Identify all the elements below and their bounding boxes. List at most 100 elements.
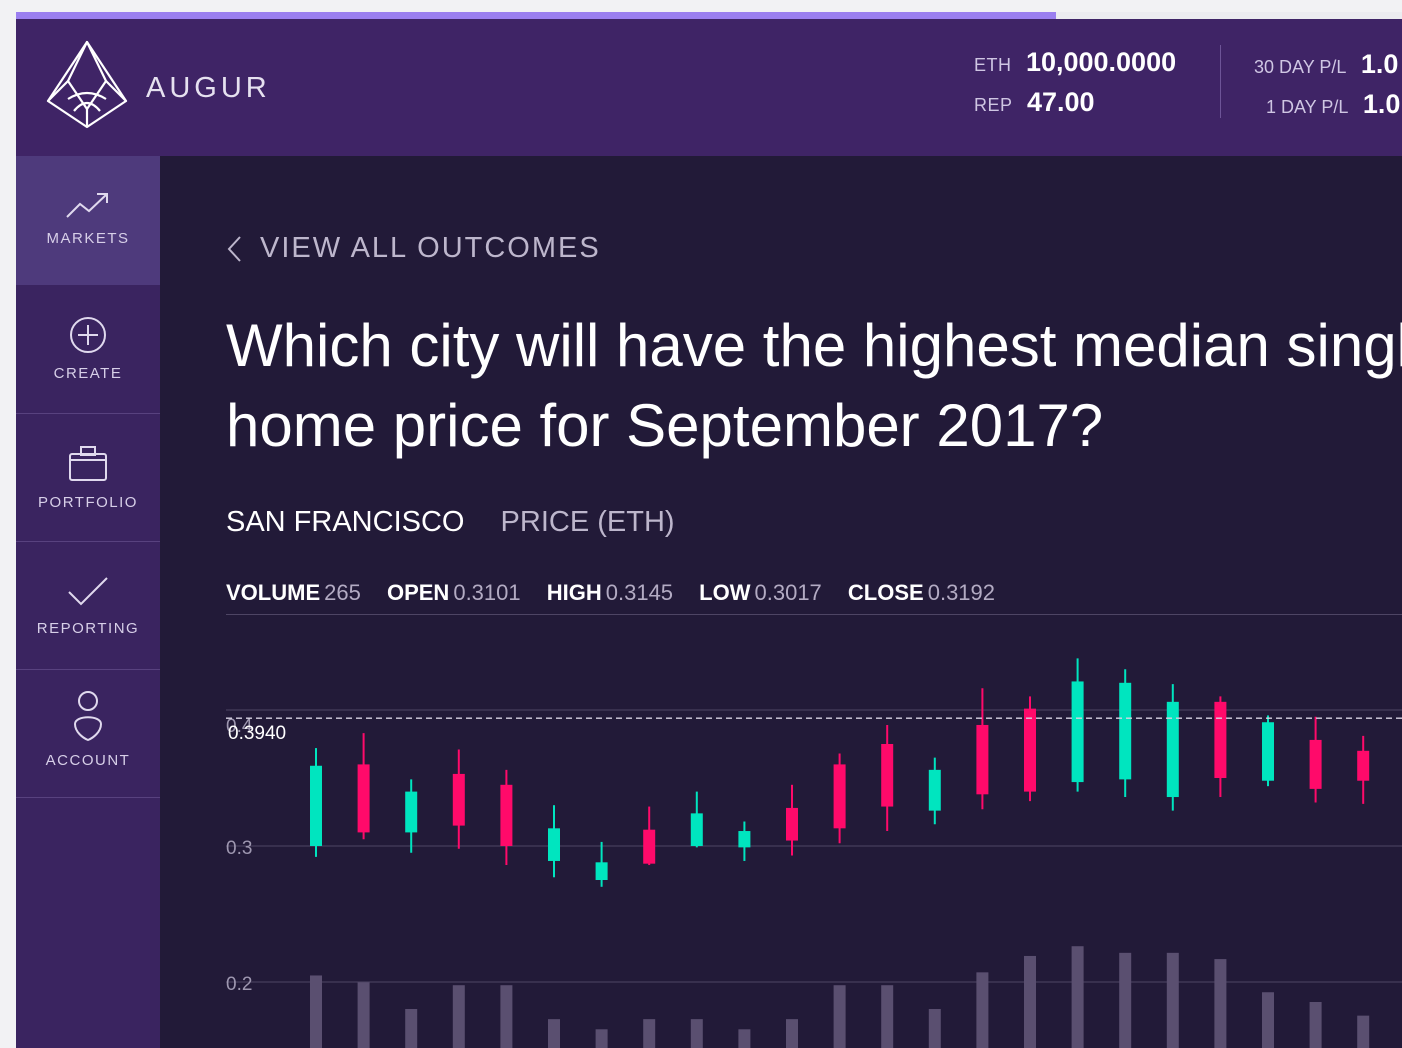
sidebar-item-markets[interactable]: MARKETS: [16, 156, 160, 285]
eth-balance-value: 10,000.0000: [1025, 47, 1177, 77]
volume-bar: [976, 972, 989, 1048]
volume-bar: [643, 1019, 656, 1048]
price-candlestick-chart[interactable]: 0.4 0.3 0.2 0.3940: [160, 616, 1402, 1048]
candle-up: [928, 769, 941, 811]
market-title-line: home price for September 2017?: [226, 392, 1104, 459]
rep-balance-label: REP: [974, 95, 1013, 115]
candle-down: [1357, 750, 1370, 781]
pl-30-day-value: 1.0: [1360, 49, 1399, 79]
chevron-left-icon: [227, 236, 241, 263]
candle-down: [881, 744, 894, 807]
candle-up: [690, 813, 703, 846]
candle-down: [452, 773, 465, 826]
volume-bar: [786, 1019, 798, 1048]
volume-bar: [500, 985, 513, 1048]
candle-down: [1309, 739, 1322, 789]
market-detail: VIEW ALL OUTCOMES Which city will have t…: [160, 156, 1402, 1048]
reference-line-label: 0.3940: [228, 723, 286, 744]
volume-bar: [833, 985, 846, 1048]
page-load-progress: [16, 12, 1402, 19]
eth-balance-label: ETH: [974, 55, 1012, 75]
stat-high: HIGH 0.3145: [547, 580, 673, 605]
stat-label: VOLUME: [226, 580, 321, 605]
stat-label: LOW: [699, 580, 751, 605]
y-tick-label: 0.2: [226, 974, 252, 995]
trending-up-icon: [66, 193, 108, 218]
candle-down: [500, 784, 513, 846]
sidebar-item-label: MARKETS: [46, 230, 130, 247]
stat-value: 0.3192: [927, 580, 996, 605]
rep-balance: REP 47.00: [974, 87, 1095, 118]
candle-down: [833, 764, 846, 829]
stat-value: 0.3017: [754, 580, 822, 605]
stats-divider: [226, 614, 1402, 615]
y-tick-label: 0.3: [226, 838, 252, 859]
pl-30-day: 30 DAY P/L 1.0: [1254, 49, 1398, 80]
eth-balance: ETH 10,000.0000: [974, 47, 1176, 78]
volume-bar: [357, 982, 370, 1048]
view-all-outcomes-link[interactable]: VIEW ALL OUTCOMES: [226, 232, 601, 265]
volume-bar: [1119, 952, 1132, 1048]
market-title-line: Which city will have the highest median …: [226, 312, 1402, 379]
volume-bar: [1071, 946, 1084, 1048]
volume-bar: [595, 1029, 608, 1048]
candle-down: [1214, 701, 1227, 778]
candle-down: [976, 724, 989, 795]
candle-up: [1166, 701, 1179, 798]
stat-open: OPEN 0.3101: [387, 580, 521, 605]
candle-up: [595, 862, 608, 880]
stat-label: HIGH: [546, 580, 602, 605]
candle-up: [1119, 682, 1132, 780]
browser-strip: [0, 0, 1402, 12]
volume-bar: [1262, 992, 1274, 1048]
stat-value: 265: [324, 580, 361, 605]
volume-bar: [310, 975, 322, 1048]
outcome-header: SAN FRANCISCO PRICE (ETH): [226, 506, 675, 539]
candle-down: [643, 829, 656, 864]
sidebar-item-reporting[interactable]: REPORTING: [16, 542, 160, 670]
candle-up: [548, 828, 560, 861]
outcome-name: SAN FRANCISCO: [226, 506, 465, 538]
volume-bar: [1357, 1015, 1370, 1048]
stat-low: LOW 0.3017: [699, 580, 822, 605]
pl-1-day-label: 1 DAY P/L: [1266, 97, 1349, 117]
sidebar-item-account[interactable]: ACCOUNT: [16, 670, 160, 798]
volume-bar: [452, 985, 465, 1048]
candle-down: [786, 807, 798, 841]
y-tick-label: 0.4: [226, 716, 253, 737]
volume-bar: [405, 1009, 418, 1048]
view-all-outcomes-label: VIEW ALL OUTCOMES: [260, 232, 601, 264]
candle-up: [738, 831, 751, 848]
sidebar-item-label: REPORTING: [36, 620, 140, 637]
candle-down: [357, 764, 370, 833]
stat-close: CLOSE 0.3192: [848, 580, 995, 605]
stat-value: 0.3101: [453, 580, 521, 605]
pl-30-day-label: 30 DAY P/L: [1254, 57, 1347, 77]
volume-bar: [690, 1019, 703, 1048]
price-unit: PRICE (ETH): [500, 506, 675, 538]
sidebar-item-portfolio[interactable]: PORTFOLIO: [16, 414, 160, 542]
volume-bar: [881, 985, 894, 1048]
sidebar-nav: MARKETS CREATE PORTFOLIO REPORTING: [16, 156, 160, 1048]
ohlc-stats: VOLUME 265 OPEN 0.3101 HIGH 0.3145 LOW 0.301…: [226, 580, 1015, 606]
user-icon: [73, 691, 103, 742]
candle-up: [1262, 722, 1274, 781]
volume-bar: [738, 1029, 751, 1048]
candle-down: [1024, 708, 1036, 792]
augur-logo-icon[interactable]: [44, 39, 130, 131]
page-load-progress-fill: [16, 12, 1056, 19]
volume-bar: [548, 1019, 560, 1048]
volume-bar: [1214, 959, 1227, 1048]
pl-1-day-value: 1.0: [1362, 89, 1401, 119]
briefcase-icon: [69, 446, 107, 481]
volume-bar: [928, 1009, 941, 1048]
candle-up: [310, 765, 322, 846]
stat-label: CLOSE: [847, 580, 924, 605]
pl-1-day: 1 DAY P/L 1.0: [1266, 89, 1400, 120]
sidebar-item-create[interactable]: CREATE: [16, 285, 160, 414]
check-icon: [68, 577, 108, 606]
rep-balance-value: 47.00: [1026, 87, 1095, 117]
brand-name: AUGUR: [146, 72, 271, 104]
header-divider: [1220, 45, 1221, 118]
plus-circle-icon: [70, 317, 106, 353]
